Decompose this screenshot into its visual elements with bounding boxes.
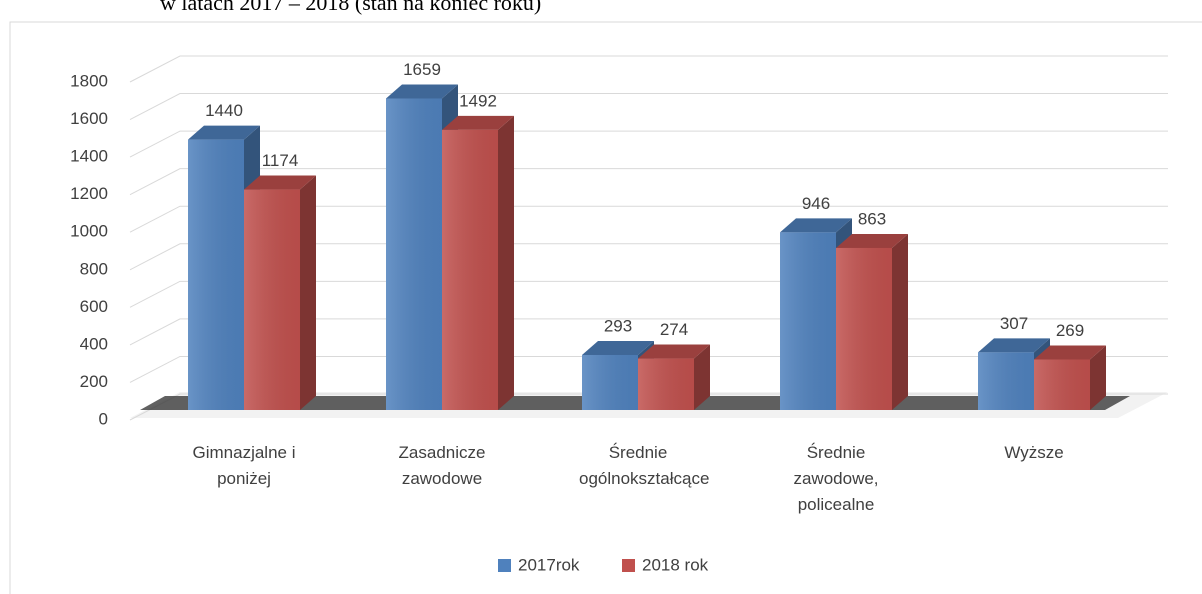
grid-line [129,55,1168,83]
data-label: 863 [858,209,886,228]
bar-shade [582,354,638,410]
grid-line [129,93,1168,120]
bar-shade [978,352,1034,410]
bar-shade [836,247,892,410]
chart-border [9,21,1202,594]
x-tick-label: Wyższe [1004,443,1064,462]
x-tick-label: Gimnazjalne i poniżej [192,443,296,488]
legend-label: 2018 rok [642,555,709,574]
y-tick-label: 200 [80,372,108,391]
y-tick-label: 1200 [70,184,108,203]
chart-title: w latach 2017 – 2018 (stan na koniec rok… [160,0,542,15]
bar-top [638,344,710,359]
data-label: 1492 [459,91,497,110]
bar-shade [386,98,442,410]
y-tick-label: 400 [80,334,108,353]
bar-top [244,175,316,190]
bar-shade [244,189,300,410]
bar-top [780,218,852,233]
bar-top [188,125,260,140]
data-label: 1440 [205,101,243,120]
bar-side [498,115,514,410]
x-tick-label: Zasadnicze zawodowe [398,443,486,488]
data-label: 269 [1056,321,1084,340]
data-label: 1659 [403,60,441,79]
x-tick-label: Średnie ogólnokształcące [579,443,710,488]
bar-top [386,84,458,99]
data-label: 274 [660,320,688,339]
y-tick-label: 1800 [70,71,108,90]
bar-top [1034,345,1106,360]
bar-shade [780,232,836,410]
x-tick-label: Średnie zawodowe, policealne [793,443,879,514]
bar-shade [188,139,244,410]
bar-side [694,344,710,410]
data-label: 946 [802,194,830,213]
y-tick-label: 1400 [70,147,108,166]
y-tick-label: 1000 [70,222,108,241]
bar-shade [442,129,498,410]
grid-line [129,130,1168,158]
data-label: 307 [1000,314,1028,333]
legend-swatch [498,559,511,572]
grid-line [129,205,1168,233]
legend-label: 2017rok [518,555,580,574]
y-tick-label: 800 [80,259,108,278]
bar-side [300,175,316,410]
data-label: 293 [604,316,632,335]
y-tick-label: 600 [80,297,108,316]
bar-top [442,115,514,130]
bar-top [582,340,654,355]
bar-shade [1034,359,1090,410]
bar-shade [638,358,694,410]
bar-side [892,233,908,410]
y-tick-label: 0 [99,409,108,428]
bar-side [1090,345,1106,410]
bar-top [836,233,908,248]
data-label: 1174 [262,151,299,170]
grid-line [129,168,1168,196]
y-tick-label: 1600 [70,109,108,128]
legend-swatch [622,559,635,572]
bar-top [978,338,1050,353]
